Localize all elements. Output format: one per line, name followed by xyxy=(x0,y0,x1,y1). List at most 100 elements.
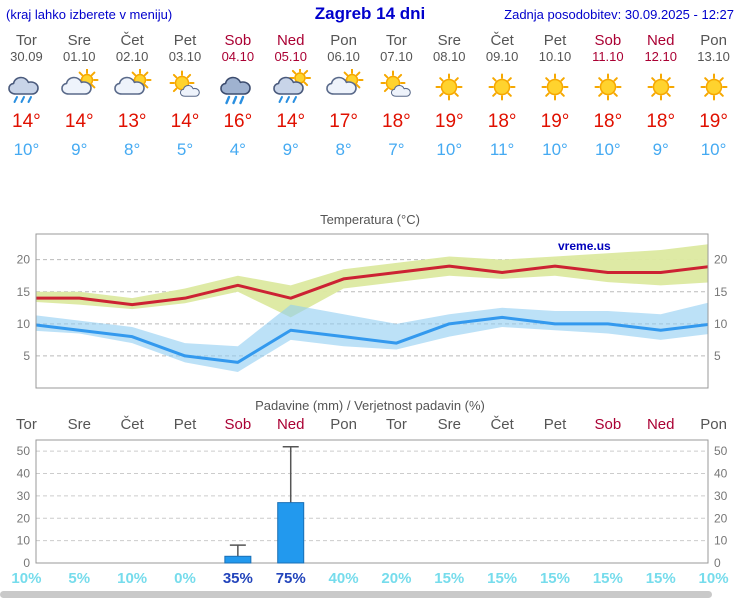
day-date: 03.10 xyxy=(168,49,202,64)
precip-probability: 15% xyxy=(645,570,676,587)
precip-day-label: Ned xyxy=(646,416,675,433)
svg-text:50: 50 xyxy=(17,444,31,458)
day-name: Tor xyxy=(16,32,37,49)
svg-text:20: 20 xyxy=(714,253,728,267)
day-column-ned-05.10[interactable]: Ned 05.10 14° 9° xyxy=(264,30,317,160)
day-high-temp: 16° xyxy=(223,111,253,132)
day-date: 09.10 xyxy=(485,49,519,64)
precip-day-label: Čet xyxy=(120,416,144,433)
precip-day-label: Sob xyxy=(594,416,622,433)
svg-text:10: 10 xyxy=(17,534,31,548)
day-low-temp: 10° xyxy=(594,140,621,159)
day-date: 30.09 xyxy=(10,49,43,64)
day-name: Pet xyxy=(173,32,197,49)
day-high-temp: 14° xyxy=(170,111,200,132)
day-name: Sre xyxy=(67,32,91,49)
svg-text:30: 30 xyxy=(17,489,31,503)
day-column-čet-09.10[interactable]: Čet 09.10 18° 11° xyxy=(476,30,529,160)
precip-bar xyxy=(277,502,305,564)
svg-text:40: 40 xyxy=(17,467,31,481)
day-low-temp: 8° xyxy=(124,140,141,159)
day-high-temp: 18° xyxy=(593,111,623,132)
precip-day-label: Pet xyxy=(173,416,197,433)
precip-probability: 20% xyxy=(381,570,412,587)
day-name: Čet xyxy=(490,32,514,49)
day-column-sre-01.10[interactable]: Sre 01.10 14° 9° xyxy=(53,30,106,160)
precip-probability: 35% xyxy=(222,570,253,587)
day-high-temp: 18° xyxy=(382,111,411,132)
precip-probability: 10% xyxy=(698,570,729,587)
precip-day-label: Ned xyxy=(276,416,305,433)
day-high-temp: 19° xyxy=(540,111,570,132)
day-low-temp: 4° xyxy=(229,140,246,159)
day-column-ned-12.10[interactable]: Ned 12.10 18° 9° xyxy=(634,30,687,160)
day-high-temp: 14° xyxy=(64,111,94,132)
day-column-sob-11.10[interactable]: Sob 11.10 18° 10° xyxy=(581,30,634,160)
day-name: Sob xyxy=(594,32,622,49)
precip-probability: 15% xyxy=(434,570,465,587)
temperature-chart-title: Temperatura (°C) xyxy=(320,212,420,227)
day-high-temp: 14° xyxy=(12,111,41,132)
day-column-sob-04.10[interactable]: Sob 04.10 16° 4° xyxy=(211,30,264,160)
svg-text:5: 5 xyxy=(714,349,721,363)
svg-text:15: 15 xyxy=(714,285,728,299)
day-name: Sob xyxy=(224,32,252,49)
sunny-icon xyxy=(529,64,582,110)
location-menu-note: (kraj lahko izberete v meniju) xyxy=(6,7,173,22)
sunny-icon xyxy=(423,64,476,110)
day-low-temp: 9° xyxy=(652,140,669,159)
day-date: 12.10 xyxy=(644,49,677,64)
precip-day-label: Sre xyxy=(437,416,461,433)
precip-day-labels-row: Tor Sre Čet Pet Sob Ned Pon Tor Sre Čet Pet Sob Ned P… xyxy=(0,416,740,436)
temperature-chart: 5 5 10 10 15 15 20 20 vreme.us xyxy=(17,233,728,389)
horizontal-scrollbar[interactable] xyxy=(0,591,712,598)
day-column-tor-07.10[interactable]: Tor 07.10 18° 7° xyxy=(370,30,423,160)
precipitation-chart-title: Padavine (mm) / Verjetnost padavin (%) xyxy=(255,398,485,413)
day-name: Tor xyxy=(386,32,407,49)
sunny-icon xyxy=(581,64,634,110)
rain-icon xyxy=(0,64,53,110)
precip-day-label: Pon xyxy=(330,416,357,433)
precip-day-label: Pon xyxy=(700,416,727,433)
precip-probability: 10% xyxy=(117,570,148,587)
svg-text:40: 40 xyxy=(714,467,728,481)
day-low-temp: 5° xyxy=(176,140,194,159)
precip-probability: 15% xyxy=(539,570,570,587)
day-name: Čet xyxy=(120,32,144,49)
sunny-icon xyxy=(687,64,740,110)
heavy-rain-icon xyxy=(211,64,264,110)
day-high-temp: 14° xyxy=(276,111,306,132)
day-column-sre-08.10[interactable]: Sre 08.10 19° 10° xyxy=(423,30,476,160)
day-column-pet-10.10[interactable]: Pet 10.10 19° 10° xyxy=(529,30,582,160)
precip-probability: 0% xyxy=(174,570,196,587)
day-high-temp: 18° xyxy=(487,111,517,132)
day-date: 01.10 xyxy=(63,49,96,64)
day-date: 08.10 xyxy=(433,49,466,64)
day-high-temp: 17° xyxy=(329,111,358,132)
day-date: 04.10 xyxy=(221,49,255,64)
day-date: 07.10 xyxy=(380,49,413,64)
svg-text:20: 20 xyxy=(714,511,728,525)
partly-cloudy-icon xyxy=(317,64,370,110)
day-low-temp: 10° xyxy=(542,140,568,159)
precip-probability: 10% xyxy=(11,570,42,587)
page-title: Zagreb 14 dni xyxy=(314,4,426,23)
day-column-čet-02.10[interactable]: Čet 02.10 13° 8° xyxy=(106,30,159,160)
mostly-sunny-icon xyxy=(159,64,212,110)
day-column-pon-13.10[interactable]: Pon 13.10 19° 10° xyxy=(687,30,740,160)
day-date: 02.10 xyxy=(115,49,149,64)
mostly-sunny-icon xyxy=(370,64,423,110)
day-high-temp: 19° xyxy=(699,111,728,132)
svg-text:5: 5 xyxy=(23,349,30,363)
sun-rain-icon xyxy=(264,64,317,110)
day-date: 10.10 xyxy=(538,49,572,64)
day-column-pon-06.10[interactable]: Pon 06.10 17° 8° xyxy=(317,30,370,160)
precip-bar xyxy=(224,555,252,564)
day-low-temp: 10° xyxy=(436,140,463,159)
precipitation-chart: 0 0 10 10 20 20 30 30 40 40 50 50 xyxy=(17,439,728,570)
day-column-pet-03.10[interactable]: Pet 03.10 14° 5° xyxy=(159,30,212,160)
day-column-tor-30.09[interactable]: Tor 30.09 14° 10° xyxy=(0,30,53,160)
precip-probability: 75% xyxy=(275,570,306,587)
svg-text:50: 50 xyxy=(714,444,728,458)
partly-cloudy-icon xyxy=(106,64,159,110)
